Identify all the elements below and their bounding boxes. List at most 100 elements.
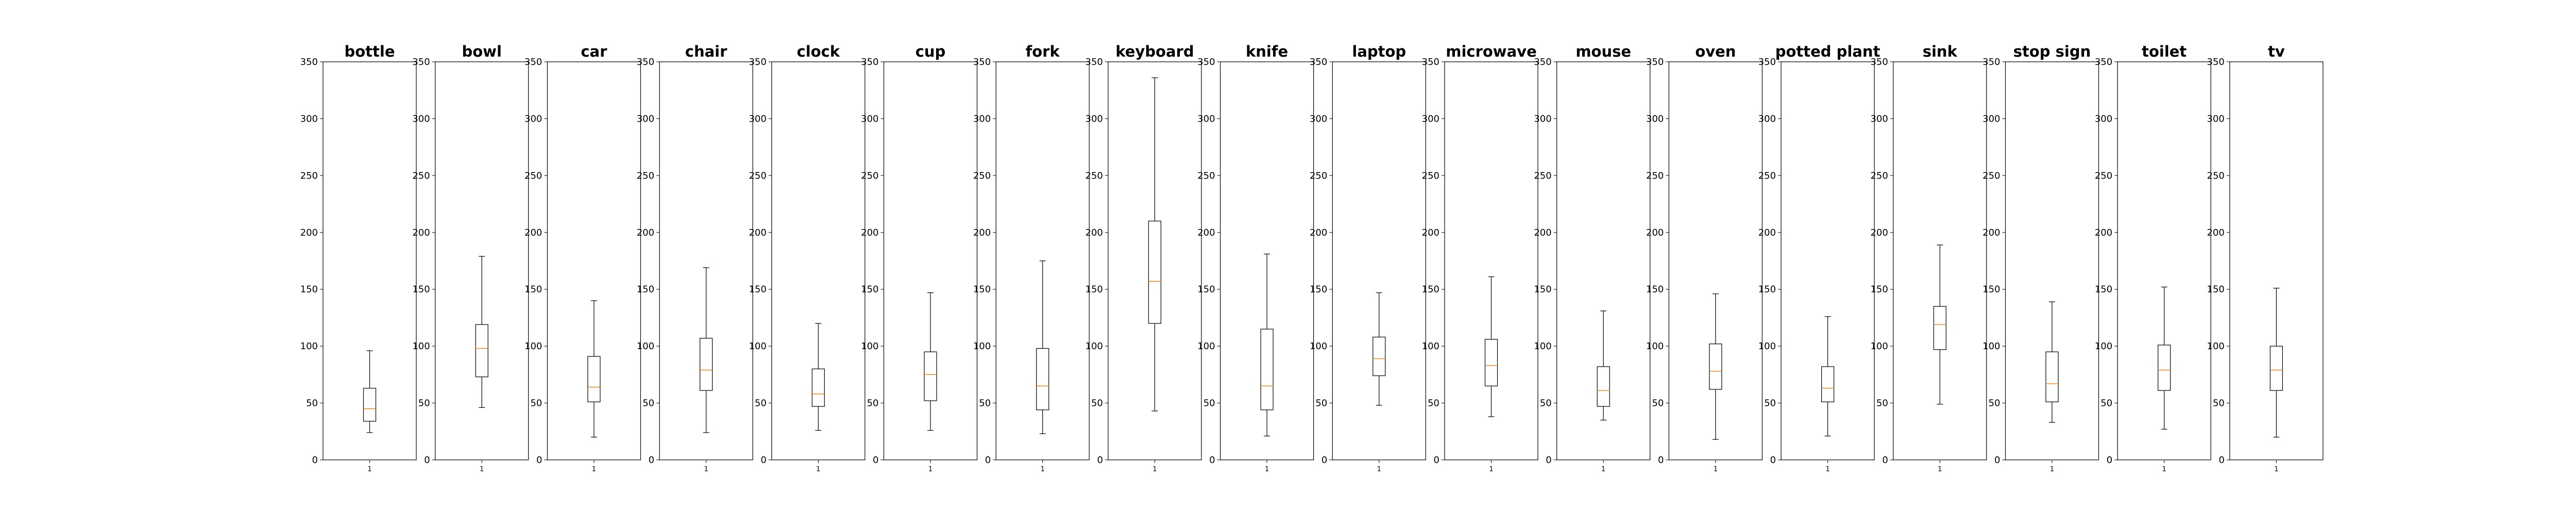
y-tick-label: 50: [755, 398, 767, 409]
x-tick-label: 1: [1938, 466, 1942, 473]
panel-title: laptop: [1352, 43, 1406, 60]
x-tick-label: 1: [1041, 466, 1045, 473]
y-tick-label: 100: [2207, 341, 2225, 352]
y-tick-label: 100: [1086, 341, 1103, 352]
y-tick-label: 250: [1758, 170, 1776, 181]
x-tick-label: 1: [1714, 466, 1718, 473]
panel-title: chair: [685, 43, 727, 60]
panel-title: keyboard: [1115, 43, 1194, 60]
panel-stop-sign: 0 50 100 150 200 250 300 350 1 stop sign: [1982, 43, 2099, 473]
y-tick-label: 350: [1758, 57, 1776, 67]
y-tick-label: 100: [1870, 341, 1888, 352]
y-tick-label: 0: [1546, 455, 1551, 466]
iqr-box: [475, 324, 488, 377]
x-tick-label: 1: [592, 466, 596, 473]
iqr-box: [1597, 366, 1610, 407]
y-tick-label: 350: [749, 57, 766, 67]
y-tick-label: 300: [1870, 113, 1888, 124]
y-tick-label: 250: [2095, 170, 2112, 181]
y-tick-label: 50: [1652, 398, 1664, 409]
y-tick-label: 0: [985, 455, 991, 466]
y-tick-label: 150: [412, 284, 430, 295]
panel-microwave: 0 50 100 150 200 250 300 350 1 microwave: [1422, 43, 1538, 473]
panel-title: bowl: [462, 43, 501, 60]
iqr-box: [2158, 345, 2171, 391]
panel-cup: 0 50 100 150 200 250 300 350 1 cup: [861, 43, 978, 473]
axes-frame: [1556, 61, 1651, 460]
y-tick-label: 0: [424, 455, 430, 466]
y-tick-label: 150: [1534, 284, 1551, 295]
y-tick-label: 250: [1534, 170, 1551, 181]
x-tick-label: 1: [1601, 466, 1605, 473]
y-tick-label: 300: [1982, 113, 2000, 124]
y-tick-label: 0: [873, 455, 878, 466]
y-tick-label: 200: [1086, 227, 1103, 238]
iqr-box: [699, 338, 713, 391]
iqr-box: [1933, 306, 1946, 350]
x-tick-label: 1: [928, 466, 933, 473]
y-tick-label: 300: [749, 113, 766, 124]
axes-frame: [1781, 61, 1875, 460]
y-tick-label: 250: [1870, 170, 1888, 181]
y-tick-label: 100: [1534, 341, 1551, 352]
y-tick-label: 300: [1422, 113, 1439, 124]
y-tick-label: 350: [412, 57, 430, 67]
y-tick-label: 150: [1982, 284, 2000, 295]
y-tick-label: 0: [2218, 455, 2224, 466]
x-tick-label: 1: [1377, 466, 1381, 473]
y-tick-label: 100: [300, 341, 318, 352]
axes-frame: [2005, 61, 2099, 460]
y-tick-label: 100: [973, 341, 991, 352]
y-tick-label: 200: [1982, 227, 2000, 238]
y-tick-label: 150: [861, 284, 878, 295]
y-tick-label: 0: [312, 455, 318, 466]
y-tick-label: 250: [300, 170, 318, 181]
y-tick-label: 50: [979, 398, 991, 409]
y-tick-label: 0: [1658, 455, 1664, 466]
panel-oven: 0 50 100 150 200 250 300 350 1 oven: [1646, 43, 1762, 473]
y-tick-label: 200: [749, 227, 766, 238]
x-tick-label: 1: [1153, 466, 1157, 473]
y-tick-label: 0: [649, 455, 654, 466]
y-tick-label: 200: [1646, 227, 1664, 238]
y-tick-label: 50: [1315, 398, 1327, 409]
y-tick-label: 350: [1310, 57, 1327, 67]
y-tick-label: 50: [1091, 398, 1103, 409]
y-tick-label: 250: [1982, 170, 2000, 181]
y-tick-label: 50: [2100, 398, 2112, 409]
panel-sink: 0 50 100 150 200 250 300 350 1 sink: [1870, 43, 1987, 473]
y-tick-label: 250: [2207, 170, 2225, 181]
y-tick-label: 150: [300, 284, 318, 295]
x-tick-label: 1: [704, 466, 708, 473]
y-tick-label: 100: [2095, 341, 2112, 352]
panel-laptop: 0 50 100 150 200 250 300 350 1 laptop: [1310, 43, 1426, 473]
panel-title: sink: [1923, 43, 1958, 60]
panel-title: knife: [1246, 43, 1288, 60]
panel-title: bottle: [344, 43, 395, 60]
y-tick-label: 50: [306, 398, 318, 409]
y-tick-label: 250: [1310, 170, 1327, 181]
y-tick-label: 100: [637, 341, 654, 352]
iqr-box: [1148, 220, 1161, 324]
panel-clock: 0 50 100 150 200 250 300 350 1 clock: [749, 43, 866, 473]
panel-car: 0 50 100 150 200 250 300 350 1 car: [524, 43, 641, 473]
axes-frame: [323, 61, 417, 460]
panel-title: potted plant: [1775, 43, 1880, 60]
panel-title: stop sign: [2013, 43, 2091, 60]
y-tick-label: 150: [637, 284, 654, 295]
y-tick-label: 300: [973, 113, 991, 124]
y-tick-label: 0: [1882, 455, 1888, 466]
y-tick-label: 200: [1870, 227, 1888, 238]
y-tick-label: 50: [1876, 398, 1888, 409]
y-tick-label: 250: [973, 170, 991, 181]
y-tick-label: 100: [1646, 341, 1664, 352]
panel-mouse: 0 50 100 150 200 250 300 350 1 mouse: [1534, 43, 1651, 473]
axes-frame: [771, 61, 866, 460]
iqr-box: [2045, 351, 2059, 402]
y-tick-label: 100: [1758, 341, 1776, 352]
iqr-box: [1709, 344, 1722, 390]
y-tick-label: 0: [1434, 455, 1439, 466]
iqr-box: [1036, 348, 1049, 410]
y-tick-label: 200: [1310, 227, 1327, 238]
panel-potted-plant: 0 50 100 150 200 250 300 350 1 potted plant: [1758, 43, 1880, 473]
